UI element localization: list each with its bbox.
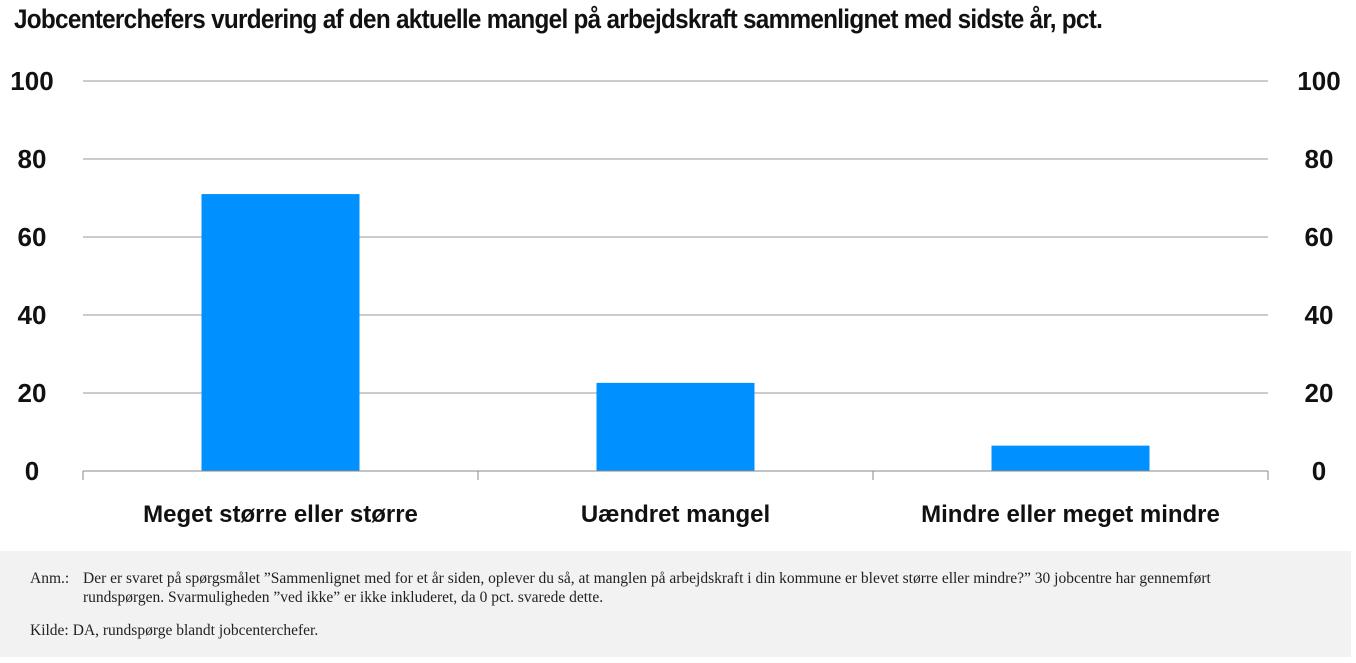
y-tick-label-right: 40 [1305,300,1334,330]
y-tick-label-right: 80 [1305,144,1334,174]
bar-chart: 0 20 40 60 80 100 0 20 40 60 80 100 Meget større e… [10,66,1340,528]
y-tick-label-right: 0 [1312,456,1326,486]
note-text: Der er svaret på spørgsmålet ”Sammenlign… [83,570,1211,606]
x-category-label: Mindre eller meget mindre [921,501,1220,528]
x-category-label: Meget større eller større [143,501,418,528]
category-labels: Meget større eller større Uændret mangel M… [143,501,1220,528]
y-axis-right: 0 20 40 60 80 100 [1297,66,1340,486]
y-tick-label-left: 100 [10,66,53,96]
chart-title: Jobcenterchefers vurdering af den aktuel… [14,4,1103,34]
y-tick-label-left: 40 [18,300,47,330]
y-tick-label-right: 20 [1305,378,1334,408]
x-axis [82,470,1269,480]
bar [201,194,360,471]
bar [596,382,755,471]
y-tick-label-right: 60 [1305,222,1334,252]
y-tick-label-right: 100 [1297,66,1340,96]
source-text: DA, rundspørge blandt jobcenterchefer. [72,622,319,639]
y-tick-label-left: 60 [18,222,47,252]
y-tick-label-left: 20 [18,378,47,408]
y-axis-left: 0 20 40 60 80 100 [10,66,53,486]
notes-box: Anm.: Der er svaret på spørgsmålet ”Samm… [0,551,1351,657]
y-tick-label-left: 80 [18,144,47,174]
note-label: Anm.: [30,570,70,587]
source-row: Kilde: DA, rundspørge blandt jobcenterche… [30,621,1290,640]
bar [991,445,1150,471]
bars [201,194,1150,471]
y-tick-label-left: 0 [25,456,39,486]
x-category-label: Uændret mangel [581,501,770,528]
source-label: Kilde: [30,622,69,639]
